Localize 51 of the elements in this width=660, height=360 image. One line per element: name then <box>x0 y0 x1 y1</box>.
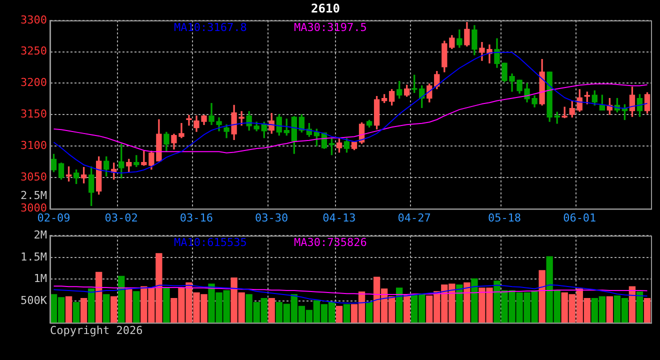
bar <box>366 302 373 323</box>
text: MA10:3167.8 <box>174 20 247 34</box>
bar <box>456 284 463 323</box>
y-tick-label: 3300 <box>20 13 47 26</box>
bar <box>343 304 350 323</box>
candlestick <box>186 114 192 126</box>
text: 2.5M <box>20 189 48 202</box>
x-tick-label: 04-27 <box>398 211 431 224</box>
bar <box>471 278 478 323</box>
bar <box>163 288 170 323</box>
bar <box>118 276 125 323</box>
bar <box>72 302 80 323</box>
bar <box>628 286 636 323</box>
x-tick-label: 03-30 <box>255 211 288 224</box>
bar <box>103 294 110 323</box>
bar <box>636 292 644 323</box>
text: MA30:735826 <box>294 236 367 249</box>
y-tick-label: 3050 <box>20 170 47 184</box>
x-tick-label: 05-18 <box>488 211 522 224</box>
bar <box>65 296 72 323</box>
bar <box>336 306 343 323</box>
bar <box>268 298 275 323</box>
x-tick-label: 03-16 <box>180 211 214 224</box>
text: MA30:3197.5 <box>294 20 367 34</box>
y-tick-label: 3100 <box>20 138 47 152</box>
bar <box>96 272 102 323</box>
y-tick-label: 3150 <box>20 107 47 120</box>
x-tick-label: 03-02 <box>104 211 138 224</box>
y-tick-label: 1M <box>34 272 48 286</box>
chart-title: 2610 <box>311 1 340 16</box>
y-tick-label: 3200 <box>20 76 47 90</box>
y-tick-label: 2M <box>34 228 48 242</box>
text: Copyright 2026 <box>50 324 143 338</box>
bar <box>644 298 651 323</box>
x-tick-label: 02-09 <box>37 211 70 224</box>
bar <box>88 288 95 323</box>
y-tick-label: 500K <box>20 294 48 307</box>
bar <box>606 296 614 323</box>
x-tick-label: 06-01 <box>563 211 596 224</box>
bar <box>538 270 546 323</box>
text: MA10:615535 <box>174 236 247 249</box>
bar <box>126 288 132 323</box>
bar <box>404 295 410 323</box>
bar <box>133 291 140 323</box>
bar <box>80 298 88 323</box>
y-tick-label: 1.5M <box>20 250 48 264</box>
bar <box>464 282 470 323</box>
x-tick-label: 04-13 <box>322 211 356 224</box>
bar <box>396 288 403 323</box>
bar <box>110 296 118 323</box>
y-tick-label: 3250 <box>20 44 47 58</box>
